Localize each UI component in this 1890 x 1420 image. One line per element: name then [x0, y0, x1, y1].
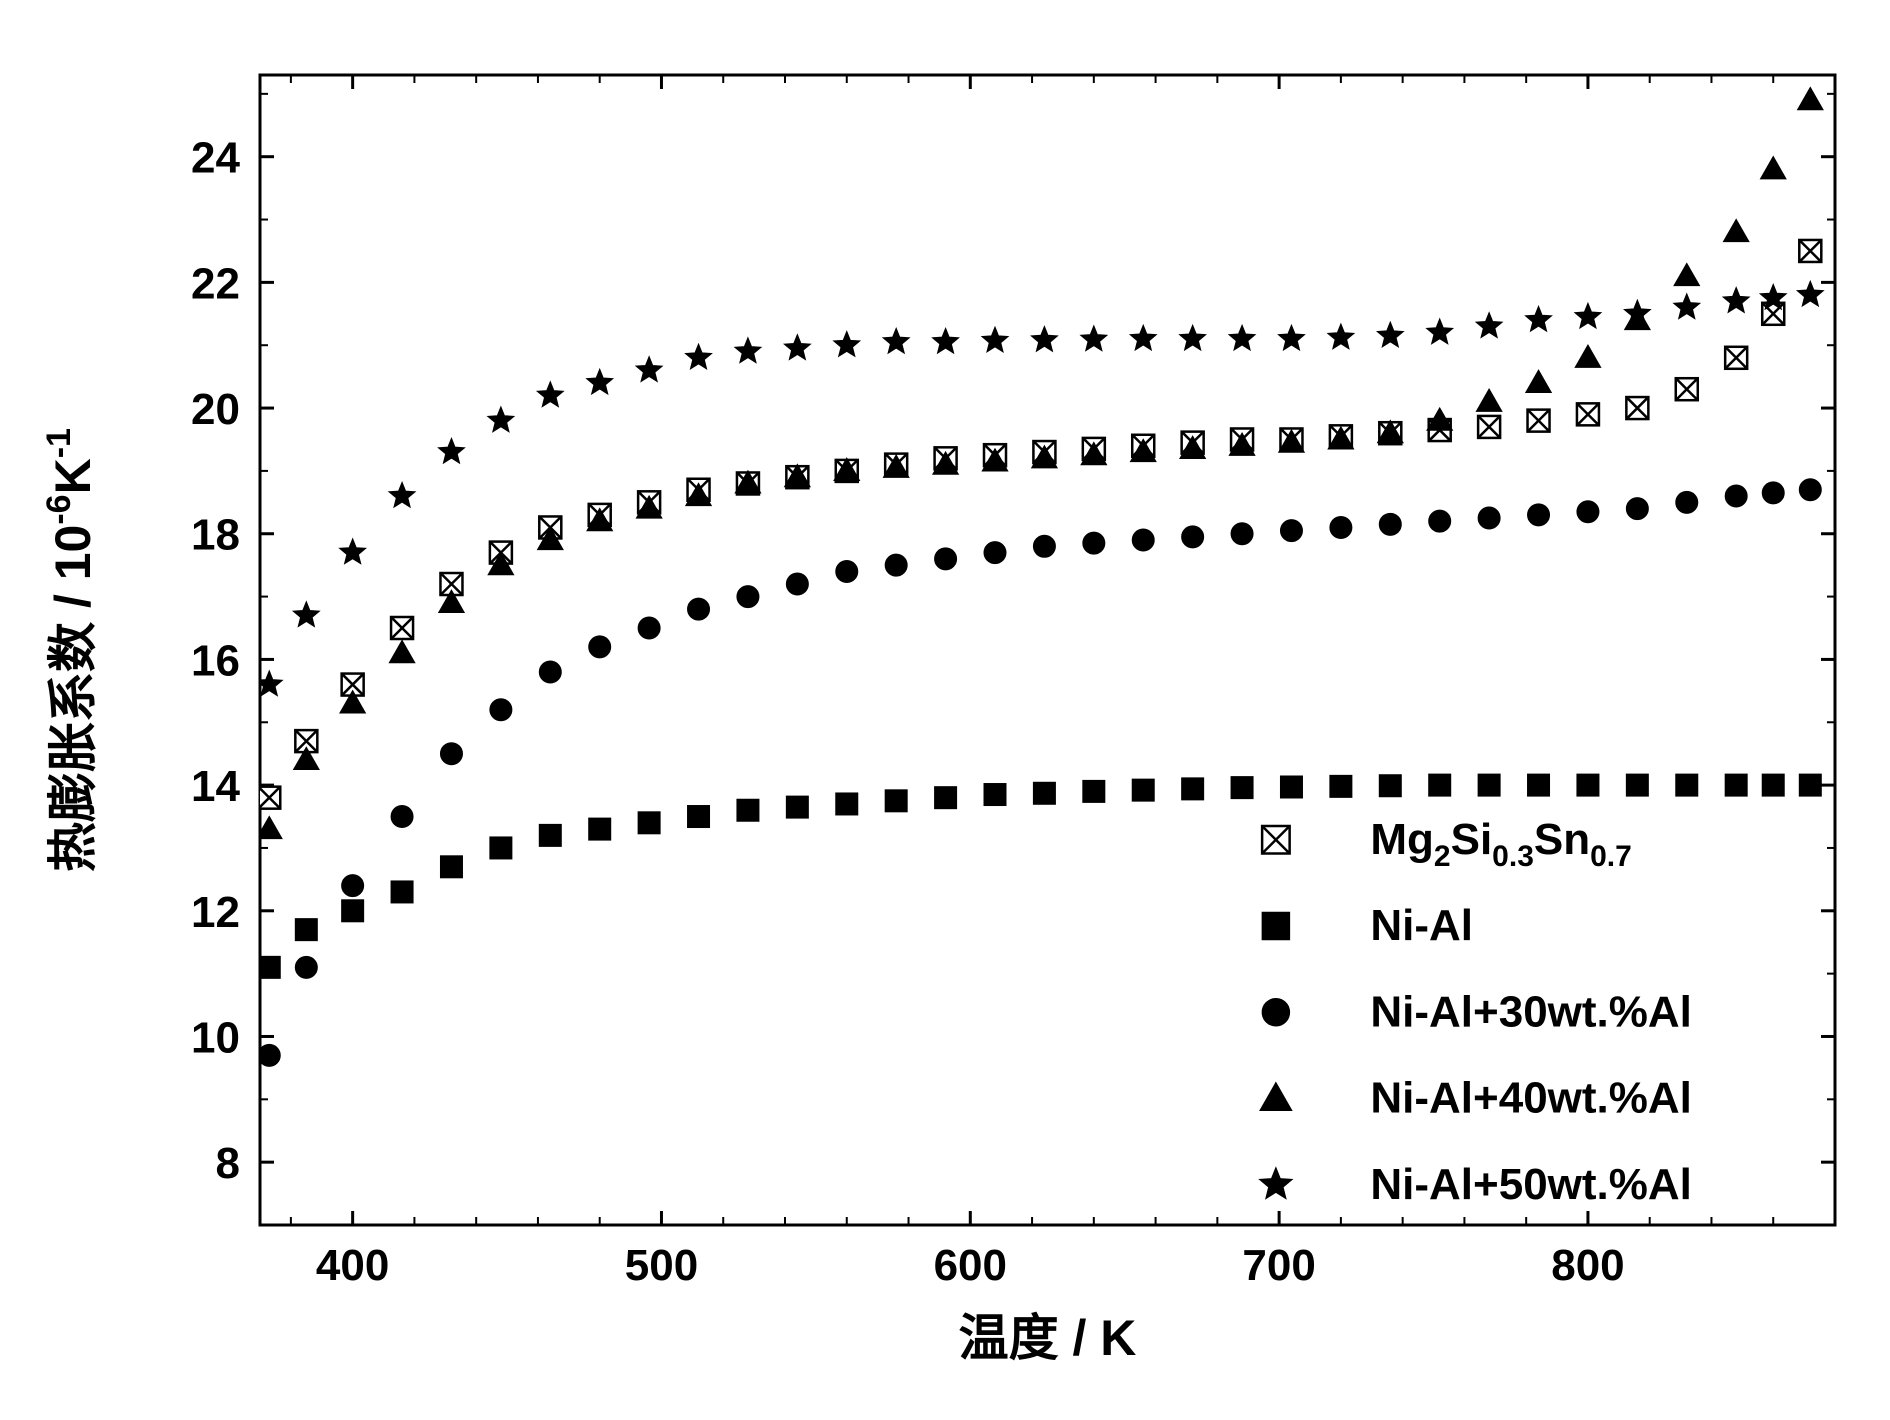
chart-container: 400 500 600 700 800 8 10 12 14 16 18 20 22 24 温度 / K 热膨…	[0, 0, 1890, 1420]
legend-item: Ni-Al+50wt.%Al	[1260, 1160, 1692, 1209]
y-axis-label: 热膨胀系数 / 10-6K-1	[40, 428, 101, 872]
legend-label: Ni-Al	[1370, 901, 1473, 950]
y-tick-label: 18	[191, 511, 240, 560]
x-tick-label: 600	[934, 1241, 1007, 1290]
y-tick-label: 14	[191, 762, 240, 811]
legend-item: Ni-Al+30wt.%Al	[1262, 987, 1692, 1036]
svg-text:热膨胀系数 / 10-6K-1: 热膨胀系数 / 10-6K-1	[40, 428, 101, 872]
legend-item: Ni-Al	[1262, 901, 1473, 950]
series-Ni-Al+40wt.%Al	[257, 87, 1824, 838]
legend-item: Mg2Si0.3Sn0.7	[1262, 815, 1632, 873]
legend-label: Ni-Al+30wt.%Al	[1370, 987, 1692, 1036]
x-axis-label: 温度 / K	[959, 1310, 1137, 1366]
legend-label: Mg2Si0.3Sn0.7	[1370, 815, 1631, 873]
y-tick-label: 12	[191, 888, 240, 937]
series-Ni-Al+50wt.%Al	[256, 281, 1823, 695]
y-tick-label: 24	[191, 134, 240, 183]
y-tick-label: 20	[191, 385, 240, 434]
x-tick-label: 800	[1551, 1241, 1624, 1290]
legend-item: Ni-Al+40wt.%Al	[1260, 1074, 1692, 1123]
y-tick-label: 22	[191, 259, 240, 308]
series-Mg2Si0.3Sn0.7	[258, 240, 1821, 809]
scatter-chart: 400 500 600 700 800 8 10 12 14 16 18 20 22 24 温度 / K 热膨…	[0, 0, 1890, 1420]
legend-label: Ni-Al+50wt.%Al	[1370, 1160, 1692, 1209]
x-tick-label: 400	[316, 1241, 389, 1290]
x-tick-label: 700	[1242, 1241, 1315, 1290]
y-tick-label: 8	[216, 1139, 240, 1188]
series-Ni-Al	[258, 774, 1821, 978]
x-tick-label: 500	[625, 1241, 698, 1290]
legend-label: Ni-Al+40wt.%Al	[1370, 1074, 1692, 1123]
y-tick-label: 10	[191, 1013, 240, 1062]
y-tick-label: 16	[191, 636, 240, 685]
